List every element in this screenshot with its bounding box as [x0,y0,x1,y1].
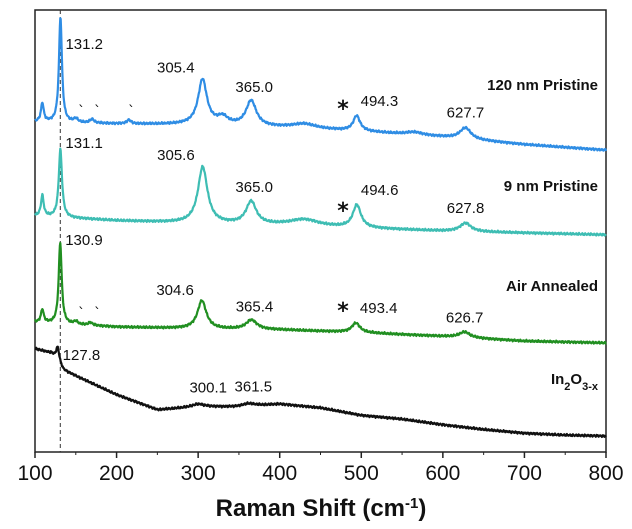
x-tick-label: 800 [588,462,623,485]
star-marker-120nm: * [337,97,349,122]
star-marker-air-annealed: * [337,299,349,324]
series-line-s120 [34,17,608,152]
peak-label: 305.6 [157,147,195,164]
peak-label: 131.2 [65,36,103,53]
series-label-in2o3: In2O3-x [551,371,599,393]
annotations-layer: 131.2 305.4 365.0 494.3 627.7 131.1 305.6 365.0… [63,36,485,396]
minor-peak-mark: ` [128,104,135,120]
series-line-s9 [34,147,607,237]
series-line-sin2o3 [34,345,607,439]
x-axis-title: Raman Shift (cm-1) [216,495,427,523]
series-line-sair [34,241,607,345]
minor-peak-mark: ` [94,306,101,322]
peak-label: 304.6 [156,282,194,299]
peak-label: 365.4 [236,299,274,316]
x-tick-label: 400 [262,462,297,485]
peak-label: 300.1 [189,379,227,396]
peak-label: 626.7 [446,309,484,326]
peak-label: 127.8 [63,347,101,364]
peak-label: 494.3 [361,93,399,110]
peak-label: 365.0 [235,79,273,96]
x-tick-label: 500 [344,462,379,485]
peak-label: 365.0 [235,179,273,196]
series-layer [34,17,608,439]
peak-label: 361.5 [235,379,273,396]
peak-label: 130.9 [65,232,103,249]
peak-label: 131.1 [65,135,103,152]
series-label-air-annealed: Air Annealed [506,278,598,295]
minor-peak-mark: ` [78,306,85,322]
x-tick-label: 200 [99,462,134,485]
star-marker-9nm: * [337,199,349,224]
peak-label: 494.6 [361,182,399,199]
x-tick-label: 600 [425,462,460,485]
x-tick-label: 100 [17,462,52,485]
x-axis: 100 200 300 400 500 600 700 800 [17,452,624,485]
peak-label: 493.4 [360,300,398,317]
minor-peak-mark: ` [78,104,85,120]
peak-label: 627.7 [447,105,485,122]
x-tick-label: 700 [507,462,542,485]
peak-label: 305.4 [157,60,195,77]
minor-peak-marks: ` ` ` ` ` [78,104,135,322]
series-label-9nm: 9 nm Pristine [504,178,598,195]
peak-label: 627.8 [447,200,485,217]
series-label-120nm: 120 nm Pristine [487,77,598,94]
minor-peak-mark: ` [94,104,101,120]
x-tick-label: 300 [181,462,216,485]
